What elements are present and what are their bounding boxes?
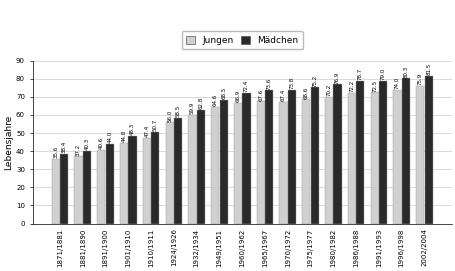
Text: 44.8: 44.8 — [121, 130, 126, 142]
Text: 40.6: 40.6 — [99, 137, 104, 149]
Bar — [211, 107, 219, 224]
Bar — [106, 144, 114, 224]
Text: 72.2: 72.2 — [349, 80, 354, 92]
Text: 40.3: 40.3 — [84, 138, 89, 150]
Text: 66.9: 66.9 — [235, 89, 240, 102]
Text: 72.4: 72.4 — [243, 80, 248, 92]
Bar — [83, 151, 91, 224]
Bar — [60, 154, 68, 224]
Bar — [347, 93, 355, 224]
Bar — [415, 86, 424, 224]
Text: 35.6: 35.6 — [53, 146, 58, 159]
Bar — [302, 99, 310, 224]
Bar — [370, 92, 378, 224]
Text: 47.4: 47.4 — [144, 125, 149, 137]
Bar — [279, 102, 287, 224]
Text: 80.3: 80.3 — [403, 65, 408, 78]
Bar — [174, 118, 182, 224]
Text: 78.7: 78.7 — [357, 68, 362, 80]
Bar — [128, 136, 136, 224]
Bar — [165, 122, 173, 224]
Text: 79.0: 79.0 — [380, 68, 385, 80]
Bar — [324, 96, 333, 224]
Text: 67.6: 67.6 — [258, 88, 263, 101]
Bar — [74, 156, 82, 224]
Text: 44.0: 44.0 — [107, 131, 112, 143]
Text: 81.5: 81.5 — [425, 63, 430, 75]
Text: 73.8: 73.8 — [289, 77, 294, 89]
Text: 59.9: 59.9 — [190, 102, 194, 114]
Bar — [120, 143, 128, 224]
Text: 50.7: 50.7 — [152, 119, 157, 131]
Bar — [401, 78, 409, 224]
Text: 56.0: 56.0 — [167, 109, 172, 121]
Bar — [188, 115, 196, 224]
Text: 76.9: 76.9 — [334, 72, 339, 84]
Bar — [233, 102, 242, 224]
Text: 70.2: 70.2 — [326, 83, 331, 96]
Text: 75.2: 75.2 — [312, 75, 317, 87]
Bar — [142, 138, 151, 224]
Bar — [378, 80, 386, 224]
Legend: Jungen, Mädchen: Jungen, Mädchen — [181, 31, 302, 49]
Bar — [424, 76, 432, 224]
Text: 37.2: 37.2 — [76, 143, 81, 156]
Text: 72.5: 72.5 — [371, 79, 376, 92]
Bar — [310, 88, 318, 224]
Text: 48.3: 48.3 — [130, 123, 135, 136]
Text: 68.6: 68.6 — [303, 86, 308, 99]
Bar — [242, 93, 250, 224]
Bar — [151, 132, 159, 224]
Text: 68.5: 68.5 — [221, 87, 226, 99]
Text: 58.5: 58.5 — [175, 105, 180, 117]
Text: 67.4: 67.4 — [280, 89, 285, 101]
Bar — [51, 159, 60, 224]
Bar — [196, 110, 204, 224]
Text: 62.8: 62.8 — [198, 97, 203, 109]
Text: 75.9: 75.9 — [417, 73, 422, 85]
Bar — [256, 101, 264, 224]
Text: 64.6: 64.6 — [212, 94, 217, 106]
Y-axis label: Lebensjahre: Lebensjahre — [4, 115, 13, 170]
Text: 38.4: 38.4 — [61, 141, 66, 153]
Bar — [219, 100, 227, 224]
Text: 73.6: 73.6 — [266, 78, 271, 90]
Bar — [333, 84, 341, 224]
Bar — [264, 91, 273, 224]
Bar — [287, 90, 295, 224]
Bar — [393, 90, 401, 224]
Text: 74.0: 74.0 — [394, 77, 399, 89]
Bar — [355, 81, 364, 224]
Bar — [97, 150, 105, 224]
